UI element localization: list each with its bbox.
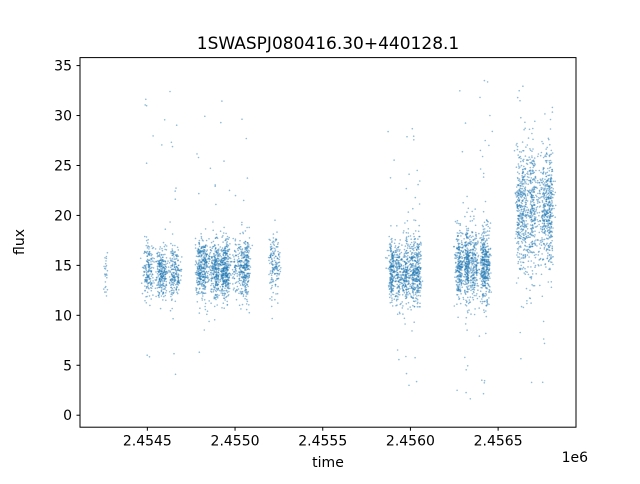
scatter-points-layer (103, 80, 557, 400)
y-tick-label: 0 (63, 408, 72, 424)
y-axis-label: flux (12, 229, 28, 255)
x-tick-label: 2.4565 (474, 434, 523, 450)
plot-border (80, 58, 576, 428)
chart-title: 1SWASPJ080416.30+440128.1 (197, 34, 459, 54)
y-axis-ticks: 0 5 10 15 20 25 30 35 (54, 59, 80, 425)
y-tick-label: 20 (54, 208, 72, 224)
x-tick-label: 2.4560 (386, 434, 435, 450)
x-tick-label: 2.4550 (211, 434, 260, 450)
y-tick-label: 5 (63, 358, 72, 374)
x-axis-label: time (312, 455, 344, 471)
x-axis-ticks: 2.4545 2.4550 2.4555 2.4560 2.4565 (123, 427, 523, 450)
y-tick-label: 35 (54, 59, 72, 75)
x-tick-label: 2.4555 (298, 434, 347, 450)
x-axis-offset-label: 1e6 (562, 450, 589, 466)
x-tick-label: 2.4545 (123, 434, 172, 450)
y-tick-label: 15 (54, 258, 72, 274)
y-tick-label: 10 (54, 308, 72, 324)
y-tick-label: 30 (54, 109, 72, 125)
y-tick-label: 25 (54, 158, 72, 174)
